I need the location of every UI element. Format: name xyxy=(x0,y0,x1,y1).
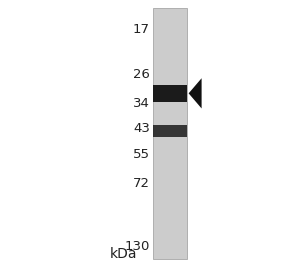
Text: 43: 43 xyxy=(133,122,150,135)
Polygon shape xyxy=(189,78,202,108)
Text: kDa: kDa xyxy=(109,247,137,261)
Text: 130: 130 xyxy=(124,240,150,253)
Bar xyxy=(153,85,187,102)
Text: 72: 72 xyxy=(133,177,150,190)
Text: 34: 34 xyxy=(133,97,150,110)
Text: 17: 17 xyxy=(133,23,150,35)
Text: 55: 55 xyxy=(133,148,150,161)
Bar xyxy=(153,8,187,258)
Bar xyxy=(153,125,187,137)
Text: 26: 26 xyxy=(133,68,150,81)
